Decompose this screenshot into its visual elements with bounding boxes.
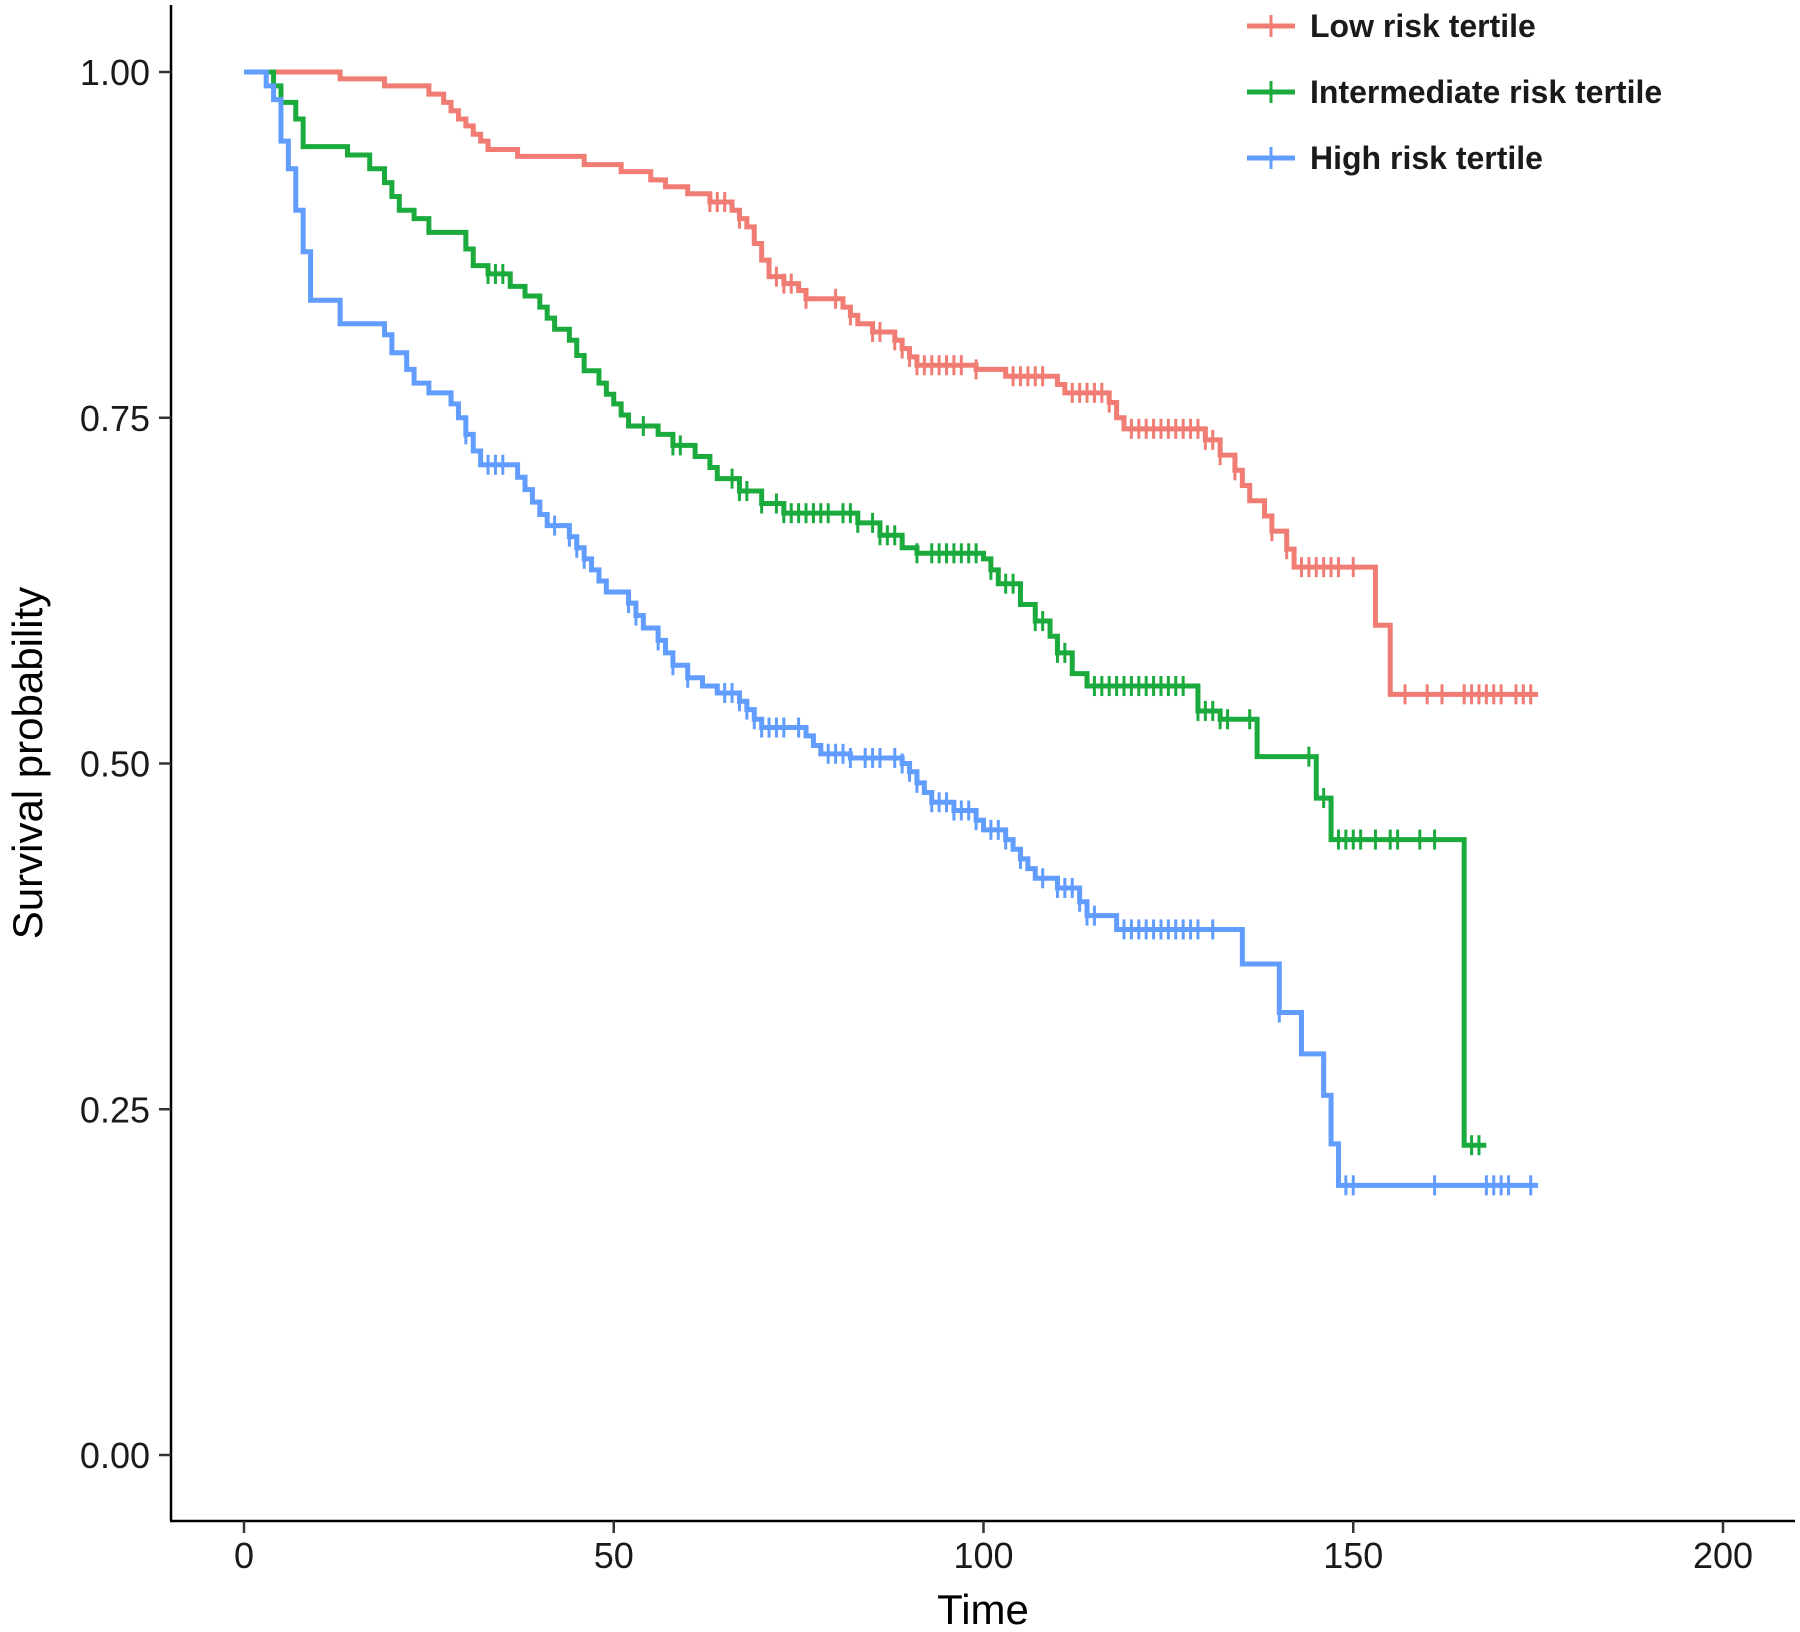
plot-area [244,69,1539,1196]
x-tick-label-3: 150 [1323,1535,1383,1576]
y-tick-label-3: 0.75 [80,398,150,439]
legend-label-2: High risk tertile [1310,140,1543,176]
legend-item-0: Low risk tertile [1247,8,1536,44]
x-axis-title: Time [937,1586,1029,1632]
series-line-1 [244,69,1487,1148]
y-tick-label-0: 0.00 [80,1435,150,1476]
axes: 0 50 100 150 200 0.00 0.25 0.50 0.75 1.00 [80,5,1795,1576]
legend-label-1: Intermediate risk tertile [1310,74,1662,110]
y-tick-label-4: 1.00 [80,52,150,93]
series-1 [244,69,1487,1156]
x-tick-label-4: 200 [1693,1535,1753,1576]
legend-item-1: Intermediate risk tertile [1247,74,1662,110]
legend: Low risk tertile Intermediate risk tertil… [1247,8,1662,176]
legend-item-2: High risk tertile [1247,140,1543,176]
y-tick-label-2: 0.50 [80,744,150,785]
y-axis-title: Survival probability [4,587,51,940]
y-tick-label-1: 0.25 [80,1089,150,1130]
series-2 [244,69,1539,1196]
x-tick-label-0: 0 [234,1535,254,1576]
x-tick-label-2: 100 [953,1535,1013,1576]
x-tick-label-1: 50 [594,1535,634,1576]
series-0 [244,69,1539,705]
legend-label-0: Low risk tertile [1310,8,1536,44]
series-line-2 [244,69,1539,1188]
